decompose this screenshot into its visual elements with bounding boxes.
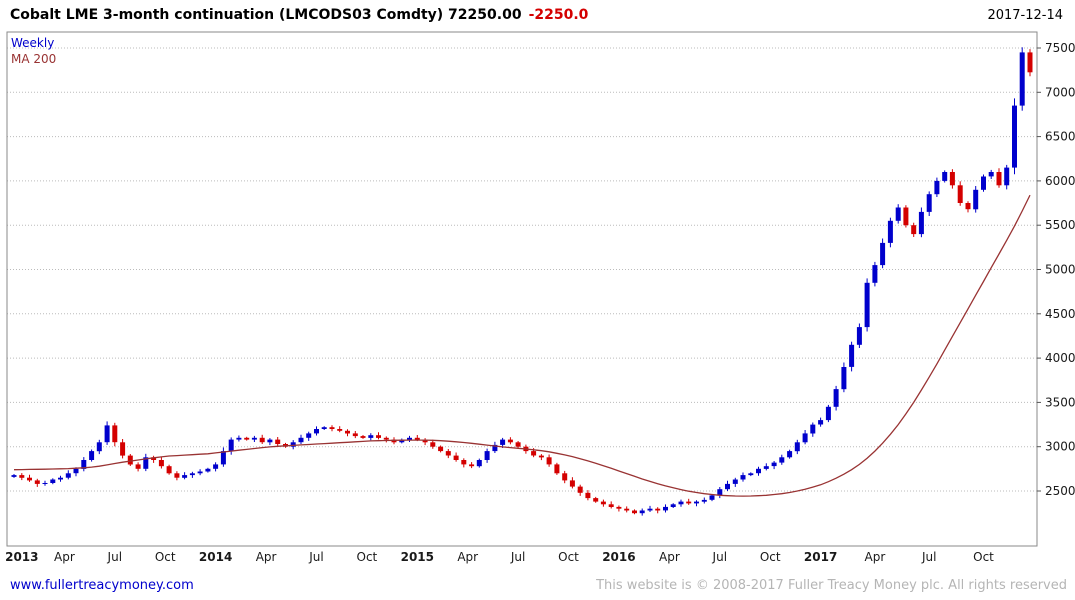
svg-text:Jul: Jul: [510, 550, 525, 564]
svg-text:Apr: Apr: [659, 550, 680, 564]
svg-text:Apr: Apr: [256, 550, 277, 564]
svg-text:70000: 70000: [1045, 85, 1075, 99]
copyright-text: This website is © 2008-2017 Fuller Treac…: [596, 577, 1067, 593]
footer: www.fullertreacymoney.com This website i…: [0, 570, 1075, 600]
svg-text:Jul: Jul: [712, 550, 727, 564]
svg-text:Jul: Jul: [107, 550, 122, 564]
svg-text:2013: 2013: [5, 550, 38, 564]
svg-text:Apr: Apr: [865, 550, 886, 564]
svg-text:Oct: Oct: [357, 550, 378, 564]
site-link[interactable]: www.fullertreacymoney.com: [10, 577, 194, 593]
legend: Weekly MA 200: [11, 35, 56, 67]
svg-text:60000: 60000: [1045, 174, 1075, 188]
svg-text:Jul: Jul: [921, 550, 936, 564]
chart-header: Cobalt LME 3-month continuation (LMCODS0…: [0, 0, 1075, 28]
candlesticks: [11, 47, 1033, 516]
svg-text:25000: 25000: [1045, 484, 1075, 498]
svg-text:50000: 50000: [1045, 263, 1075, 277]
svg-text:Oct: Oct: [155, 550, 176, 564]
svg-text:75000: 75000: [1045, 41, 1075, 55]
price-change: -2250.0: [528, 7, 589, 23]
svg-text:55000: 55000: [1045, 218, 1075, 232]
svg-text:2017: 2017: [804, 550, 837, 564]
svg-text:Apr: Apr: [54, 550, 75, 564]
svg-text:2016: 2016: [602, 550, 635, 564]
svg-text:45000: 45000: [1045, 307, 1075, 321]
svg-text:Oct: Oct: [973, 550, 994, 564]
chart-date: 2017-12-14: [987, 7, 1063, 23]
x-axis-labels: 2013 Apr Jul Oct 2014 Apr Jul Oct 2015 Apr Jul Oct 2…: [5, 550, 994, 564]
svg-text:2014: 2014: [199, 550, 232, 564]
svg-text:Jul: Jul: [308, 550, 323, 564]
svg-text:Apr: Apr: [457, 550, 478, 564]
chart-title: Cobalt LME 3-month continuation (LMCODS0…: [10, 7, 522, 23]
svg-text:Oct: Oct: [760, 550, 781, 564]
svg-text:30000: 30000: [1045, 440, 1075, 454]
ma-line: [13, 194, 1031, 497]
price-chart: 25000 30000 35000 40000 45000 50000 55000 60000…: [5, 31, 1075, 564]
svg-text:2015: 2015: [401, 550, 434, 564]
legend-ma200: MA 200: [11, 52, 57, 66]
chart-area: 25000 30000 35000 40000 45000 50000 55000 60000…: [0, 28, 1075, 570]
gridlines: [7, 47, 1037, 492]
svg-text:65000: 65000: [1045, 130, 1075, 144]
svg-text:35000: 35000: [1045, 395, 1075, 409]
legend-weekly: Weekly: [11, 36, 55, 50]
svg-text:40000: 40000: [1045, 351, 1075, 365]
plot-border: [6, 31, 1038, 547]
y-axis-labels: 25000 30000 35000 40000 45000 50000 55000 60000…: [1037, 41, 1075, 498]
svg-text:Oct: Oct: [558, 550, 579, 564]
